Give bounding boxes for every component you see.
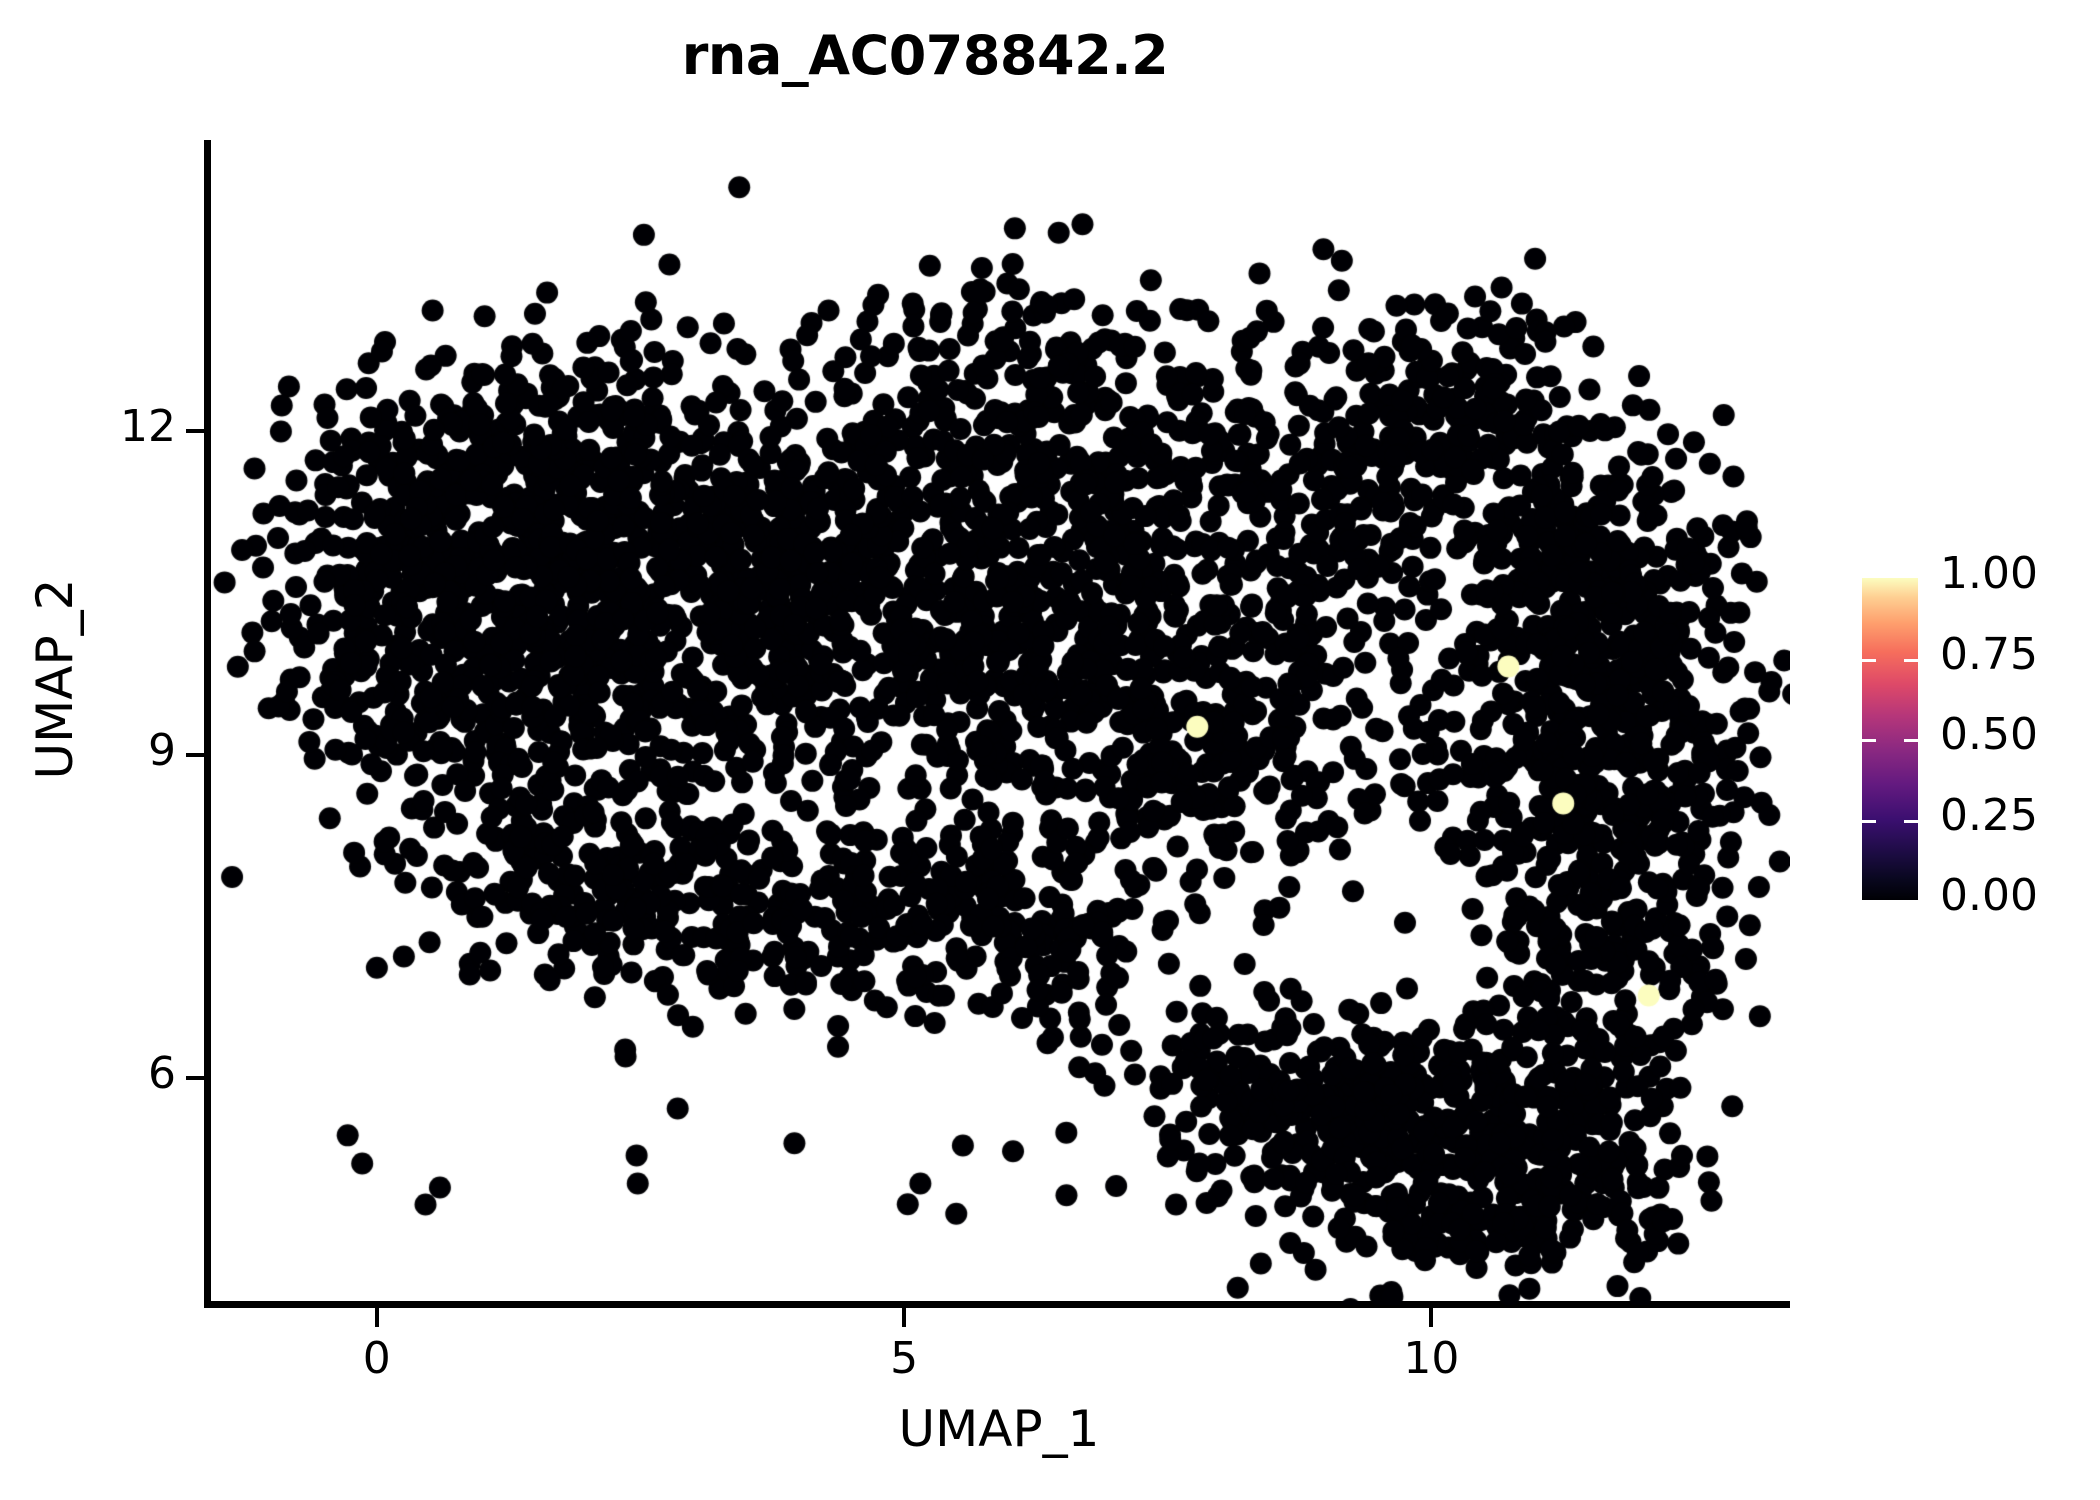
x-tick-label: 0 xyxy=(362,1333,391,1384)
y-tick-label: 9 xyxy=(148,724,176,776)
y-axis-label: UMAP_2 xyxy=(26,578,84,780)
colorbar-tick-label: 1.00 xyxy=(1940,548,2038,599)
y-tick-mark xyxy=(186,1076,205,1081)
colorbar-tick-mark xyxy=(1862,819,1876,823)
scatter-points-layer xyxy=(208,140,1790,1305)
y-tick-label: 6 xyxy=(148,1048,176,1100)
colorbar-tick-label: 0.25 xyxy=(1940,789,2038,841)
colorbar-tick-mark xyxy=(1904,658,1918,662)
colorbar-tick-mark xyxy=(1904,739,1918,742)
y-tick-mark xyxy=(186,429,205,434)
y-tick-mark xyxy=(186,752,205,757)
colorbar-tick-mark xyxy=(1862,739,1876,742)
colorbar-tick-mark xyxy=(1862,658,1876,662)
colorbar-tick-label: 0.75 xyxy=(1940,628,2038,680)
plot-area xyxy=(208,140,1790,1305)
x-tick-label: 10 xyxy=(1403,1333,1460,1384)
x-tick-mark xyxy=(902,1308,907,1327)
colorbar-tick-label: 0.50 xyxy=(1940,709,2038,760)
x-tick-label: 5 xyxy=(890,1333,919,1384)
y-tick-label: 12 xyxy=(120,401,176,453)
x-tick-mark xyxy=(1429,1308,1434,1327)
colorbar-tick-mark xyxy=(1904,819,1918,823)
x-axis-label: UMAP_1 xyxy=(898,1400,1100,1458)
page-title: rna_AC078842.2 xyxy=(681,24,1169,87)
colorbar-tick-label: 0.00 xyxy=(1940,870,2038,921)
x-tick-mark xyxy=(374,1308,379,1327)
y-axis-spine xyxy=(204,140,211,1308)
